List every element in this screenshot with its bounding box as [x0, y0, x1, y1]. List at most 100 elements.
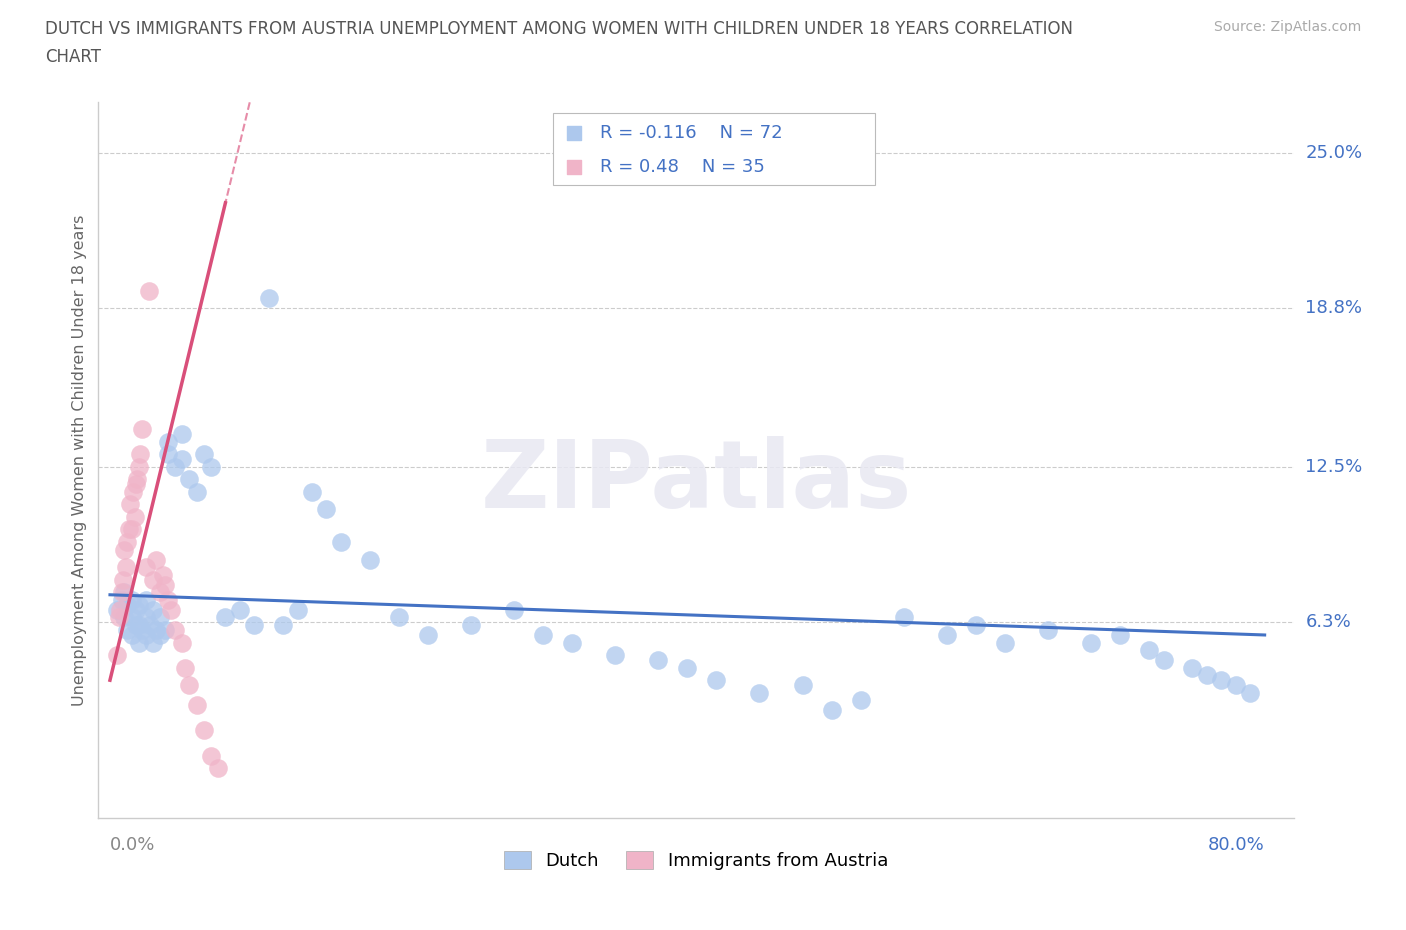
Point [179, 472, 201, 486]
Point [994, 635, 1017, 650]
Text: DUTCH VS IMMIGRANTS FROM AUSTRIA UNEMPLOYMENT AMONG WOMEN WITH CHILDREN UNDER 18: DUTCH VS IMMIGRANTS FROM AUSTRIA UNEMPLO… [45, 20, 1073, 38]
Point [388, 610, 411, 625]
Point [145, 622, 167, 637]
Point [301, 485, 323, 499]
Point [122, 485, 145, 499]
Point [128, 597, 150, 612]
Point [125, 477, 148, 492]
Point [605, 647, 627, 662]
Point [748, 685, 770, 700]
Point [128, 635, 150, 650]
Point [138, 284, 160, 299]
Point [131, 421, 153, 436]
Point [153, 578, 176, 592]
Point [893, 610, 915, 625]
Point [200, 748, 222, 763]
Point [121, 628, 143, 643]
Point [1080, 635, 1102, 650]
Point [149, 585, 172, 600]
Point [135, 560, 157, 575]
Text: CHART: CHART [45, 48, 101, 66]
Point [271, 618, 294, 632]
Point [110, 585, 132, 600]
Point [108, 603, 131, 618]
Point [315, 502, 337, 517]
Point [561, 635, 583, 650]
Point [145, 552, 167, 567]
Point [129, 446, 152, 461]
Point [135, 592, 157, 607]
Y-axis label: Unemployment Among Women with Children Under 18 years: Unemployment Among Women with Children U… [72, 215, 87, 706]
Point [460, 618, 482, 632]
Text: 12.5%: 12.5% [1306, 458, 1362, 475]
Point [359, 552, 381, 567]
Text: ZIPatlas: ZIPatlas [481, 436, 911, 528]
Point [139, 618, 162, 632]
Point [1137, 643, 1160, 658]
Point [207, 761, 229, 776]
Point [112, 542, 135, 557]
Point [128, 618, 150, 632]
Point [127, 472, 149, 486]
Point [936, 628, 959, 643]
Point [647, 653, 669, 668]
Point [186, 485, 208, 499]
Point [142, 603, 165, 618]
Point [142, 572, 165, 587]
Point [792, 678, 814, 693]
Text: 6.3%: 6.3% [1306, 614, 1351, 631]
Point [163, 622, 186, 637]
Point [287, 603, 309, 618]
Point [172, 452, 194, 467]
Point [149, 610, 172, 625]
Point [121, 610, 143, 625]
Point [1153, 653, 1175, 668]
Point [118, 522, 141, 537]
Point [156, 434, 179, 449]
Point [105, 603, 128, 618]
Point [112, 610, 135, 625]
Text: R = 0.48    N = 35: R = 0.48 N = 35 [600, 158, 765, 176]
Point [124, 510, 146, 525]
Point [1239, 685, 1261, 700]
Point [820, 703, 842, 718]
Text: 0.0%: 0.0% [110, 836, 155, 854]
Point [121, 592, 143, 607]
Point [200, 459, 222, 474]
Point [156, 592, 179, 607]
Point [1211, 672, 1233, 687]
Point [1225, 678, 1247, 693]
Text: 80.0%: 80.0% [1208, 836, 1264, 854]
Point [112, 585, 135, 600]
Point [174, 660, 197, 675]
Point [229, 603, 252, 618]
Point [214, 610, 236, 625]
Legend: Dutch, Immigrants from Austria: Dutch, Immigrants from Austria [496, 844, 896, 877]
Point [531, 628, 554, 643]
Point [107, 610, 129, 625]
Point [149, 628, 172, 643]
Text: Source: ZipAtlas.com: Source: ZipAtlas.com [1213, 20, 1361, 34]
Point [172, 635, 194, 650]
Point [193, 723, 215, 737]
Text: 18.8%: 18.8% [1306, 299, 1362, 317]
Point [115, 560, 138, 575]
Point [965, 618, 987, 632]
Point [1195, 668, 1218, 683]
Point [503, 603, 526, 618]
Point [257, 291, 280, 306]
Point [120, 497, 142, 512]
FancyBboxPatch shape [553, 113, 876, 185]
Point [1036, 622, 1059, 637]
Point [676, 660, 699, 675]
Point [849, 693, 872, 708]
Text: R = -0.116    N = 72: R = -0.116 N = 72 [600, 124, 783, 142]
Point [135, 610, 157, 625]
Point [1181, 660, 1204, 675]
Point [117, 535, 139, 550]
Point [142, 635, 165, 650]
Point [105, 647, 128, 662]
Point [163, 459, 186, 474]
Point [193, 446, 215, 461]
Point [153, 622, 176, 637]
